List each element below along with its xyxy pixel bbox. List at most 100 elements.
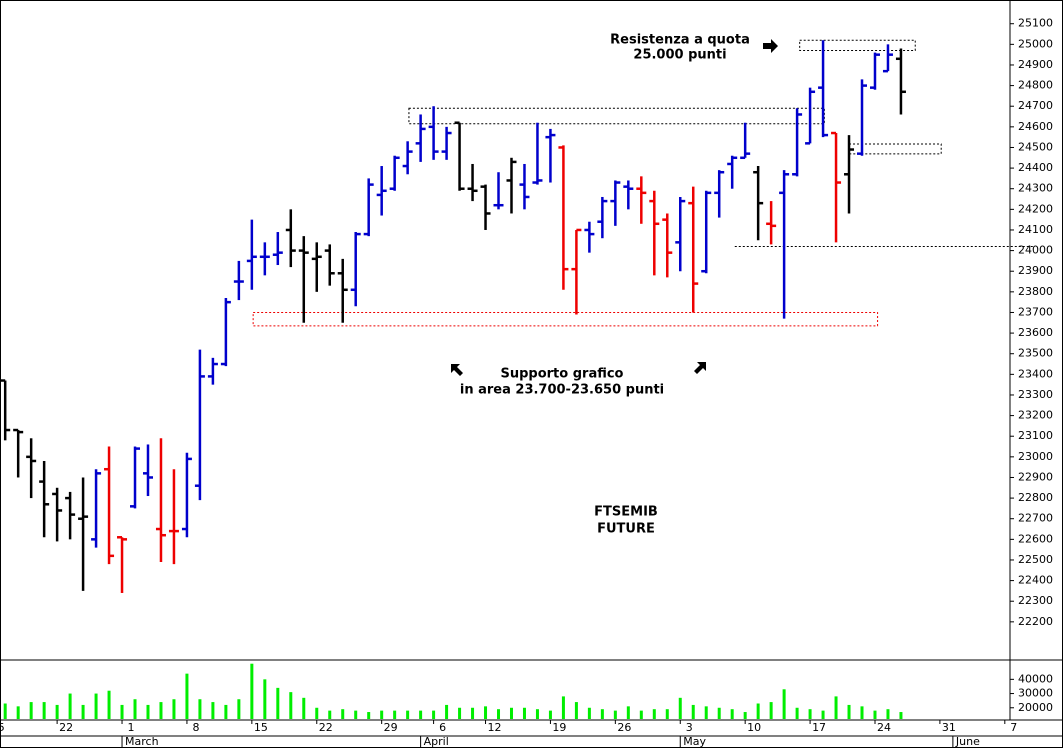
y-tick-label: 23600	[1018, 326, 1053, 339]
month-label: May	[683, 735, 706, 748]
x-tick-label: 1	[128, 721, 135, 734]
y-tick-label: 23000	[1018, 450, 1053, 463]
y-tick-label: 23900	[1018, 264, 1053, 277]
volume-bar	[847, 704, 851, 719]
volume-bar	[795, 707, 799, 719]
volume-bar	[159, 702, 163, 719]
y-tick-label: 22900	[1018, 470, 1053, 483]
volume-bar	[574, 702, 578, 719]
volume-bar	[16, 706, 20, 719]
volume-bar	[899, 712, 903, 719]
plot-area: 22200 22300 22400 22500 22600 22700 22800 22900…	[0, 17, 1053, 748]
volume-bar	[29, 702, 33, 719]
volume-bar	[224, 704, 228, 719]
y-tick-label: 23500	[1018, 347, 1053, 360]
volume-bar	[484, 706, 488, 719]
volume-bar	[263, 679, 267, 719]
volume-bar	[471, 707, 475, 719]
volume-bar	[393, 710, 397, 719]
volume-bar	[704, 706, 708, 719]
volume-bar	[458, 707, 462, 719]
volume-bar	[743, 712, 747, 719]
month-label: April	[424, 735, 449, 748]
arrow	[694, 362, 706, 374]
volume-bar	[873, 710, 877, 719]
volume-bar	[302, 697, 306, 719]
y-tick-label: 24500	[1018, 140, 1053, 153]
y-tick-label: 24900	[1018, 58, 1053, 71]
y-tick-label: 24200	[1018, 202, 1053, 215]
chart-label: FTSEMIB	[594, 505, 658, 520]
volume-bar	[211, 702, 215, 719]
y-tick-label: 22600	[1018, 532, 1053, 545]
zone	[848, 143, 942, 155]
volume-bar	[548, 710, 552, 719]
y-tick-label: 20000	[1018, 701, 1053, 714]
y-tick-label: 22200	[1018, 615, 1053, 628]
volume-bar	[289, 692, 293, 719]
volume-bar	[497, 709, 501, 719]
y-tick-label: 23300	[1018, 388, 1053, 401]
y-tick-label: 23200	[1018, 409, 1053, 422]
x-tick-label: 26	[617, 721, 631, 734]
y-tick-label: 23100	[1018, 429, 1053, 442]
x-tick-label: 6	[439, 721, 446, 734]
x-tick-label: 3	[686, 721, 693, 734]
volume-bar	[367, 712, 371, 719]
y-tick-label: 23700	[1018, 305, 1053, 318]
y-tick-label: 24800	[1018, 79, 1053, 92]
volume-bar	[172, 699, 176, 719]
y-tick-label: 30000	[1018, 687, 1053, 700]
x-tick-label: 22	[59, 721, 73, 734]
y-tick-label: 24100	[1018, 223, 1053, 236]
y-tick-label: 40000	[1018, 672, 1053, 685]
arrow	[763, 39, 778, 53]
y-tick-label: 25000	[1018, 37, 1053, 50]
volume-bar	[55, 704, 59, 719]
volume-bar	[691, 704, 695, 719]
annotation: Resistenza a quota	[610, 33, 750, 48]
volume-bar	[600, 709, 604, 719]
volume-bar	[639, 710, 643, 719]
x-tick-label: 12	[488, 721, 502, 734]
y-tick-label: 24600	[1018, 120, 1053, 133]
x-tick-label: 19	[552, 721, 566, 734]
volume-bar	[730, 709, 734, 719]
arrow	[451, 364, 463, 376]
y-tick-label: 22800	[1018, 491, 1053, 504]
volume-bar	[561, 696, 565, 719]
volume-bar	[146, 704, 150, 719]
volume-bar	[328, 710, 332, 719]
volume-bar	[665, 709, 669, 719]
chart-label: FUTURE	[597, 522, 655, 537]
x-tick-label: 15	[254, 721, 268, 734]
volume-bar	[834, 696, 838, 719]
month-label: March	[125, 735, 159, 748]
y-tick-label: 23400	[1018, 367, 1053, 380]
volume-bar	[432, 710, 436, 719]
y-tick-label: 23800	[1018, 285, 1053, 298]
y-tick-label: 24300	[1018, 182, 1053, 195]
x-tick-label: 5	[0, 721, 5, 734]
annotation: Supporto grafico	[500, 367, 623, 382]
y-tick-label: 22500	[1018, 553, 1053, 566]
volume-bar	[652, 709, 656, 719]
x-tick-label: 10	[747, 721, 761, 734]
volume-bar	[717, 707, 721, 719]
volume-bar	[185, 673, 189, 719]
volume-bar	[198, 699, 202, 719]
volume-bar	[886, 709, 890, 719]
volume-bar	[821, 710, 825, 719]
volume-bar	[107, 690, 111, 719]
volume-bar	[81, 704, 85, 719]
volume-bar	[445, 704, 449, 719]
volume-bar	[406, 710, 410, 719]
volume-bar	[756, 703, 760, 719]
x-tick-label: 7	[1010, 721, 1017, 734]
annotation: 25.000 punti	[633, 48, 726, 63]
volume-bar	[94, 693, 98, 719]
volume-bar	[769, 702, 773, 719]
volume-bar	[341, 709, 345, 719]
volume-bar	[808, 709, 812, 719]
